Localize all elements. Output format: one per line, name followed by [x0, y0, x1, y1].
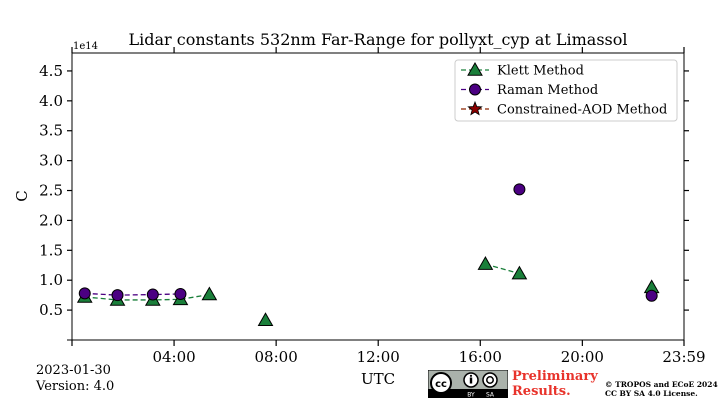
legend-marker [469, 83, 481, 96]
data-point [645, 289, 658, 302]
badge-by-label: BY [467, 392, 475, 399]
preliminary-line-1: Preliminary [512, 369, 598, 384]
data-point [511, 265, 528, 280]
legend-marker [467, 100, 483, 116]
copyright-line-1: © TROPOS and ECoE 2024 [605, 380, 718, 389]
data-point [513, 183, 526, 196]
chart-title: Lidar constants 532nm Far-Range for poll… [128, 30, 627, 49]
preliminary-line-2: Results. [512, 384, 571, 399]
plot-frame [71, 52, 685, 341]
data-point [78, 287, 91, 300]
legend: Klett Method Raman Method Constrained-AOD … [454, 59, 678, 122]
footer-version: Version: 4.0 [36, 379, 115, 394]
x-axis-label: UTC [361, 370, 395, 388]
x-tick-label: 08:00 [255, 348, 298, 366]
copyright-notice: © TROPOS and ECoE 2024 CC BY SA 4.0 Lice… [605, 380, 718, 398]
data-point [174, 287, 187, 300]
series-klett-method [76, 256, 660, 327]
y-tick-label: 2.0 [39, 211, 63, 229]
y-tick-label: 3.0 [39, 152, 63, 170]
x-tick-label: 20:00 [561, 348, 604, 366]
y-tick-label: 1.5 [39, 241, 63, 259]
y-tick-label: 4.5 [39, 62, 63, 80]
legend-label: Raman Method [497, 83, 598, 98]
y-tick-label: 3.5 [39, 122, 63, 140]
data-point [146, 288, 159, 301]
legend-box [454, 59, 678, 122]
share-alike-icon [482, 372, 498, 388]
y-offset-label: 1e14 [73, 41, 98, 52]
legend-label: Constrained-AOD Method [497, 103, 667, 118]
badge-sa-label: SA [486, 392, 495, 399]
preliminary-notice: Preliminary Results. [512, 369, 598, 399]
legend-label: Klett Method [497, 64, 584, 79]
series-line [485, 263, 520, 275]
series-raman-method [78, 183, 658, 302]
data-point [477, 256, 494, 270]
cc-logo-text: cc [435, 379, 447, 390]
y-axis-label: C [13, 190, 31, 201]
footer-date: 2023-01-30 [36, 363, 111, 378]
y-tick-label: 4.0 [39, 92, 63, 110]
x-tick-label: 16:00 [459, 348, 502, 366]
x-tick-label: 04:00 [152, 348, 195, 366]
y-tick-label: 2.5 [39, 182, 63, 200]
y-tick-label: 1.0 [39, 271, 63, 289]
y-tick-label: 0.5 [39, 301, 63, 319]
data-point [257, 312, 274, 327]
legend-marker [467, 61, 483, 76]
cc-license-badge: cc BY SA [428, 370, 508, 398]
cc-logo-icon [430, 372, 452, 394]
footer-info: 2023-01-30 Version: 4.0 [36, 363, 114, 395]
data-point [111, 289, 124, 302]
series-line [84, 292, 181, 296]
x-tick-label: 12:00 [357, 348, 400, 366]
copyright-line-2: CC BY SA 4.0 License. [605, 389, 698, 398]
x-tick-label: 23:59 [662, 348, 705, 366]
data-point [201, 286, 218, 301]
